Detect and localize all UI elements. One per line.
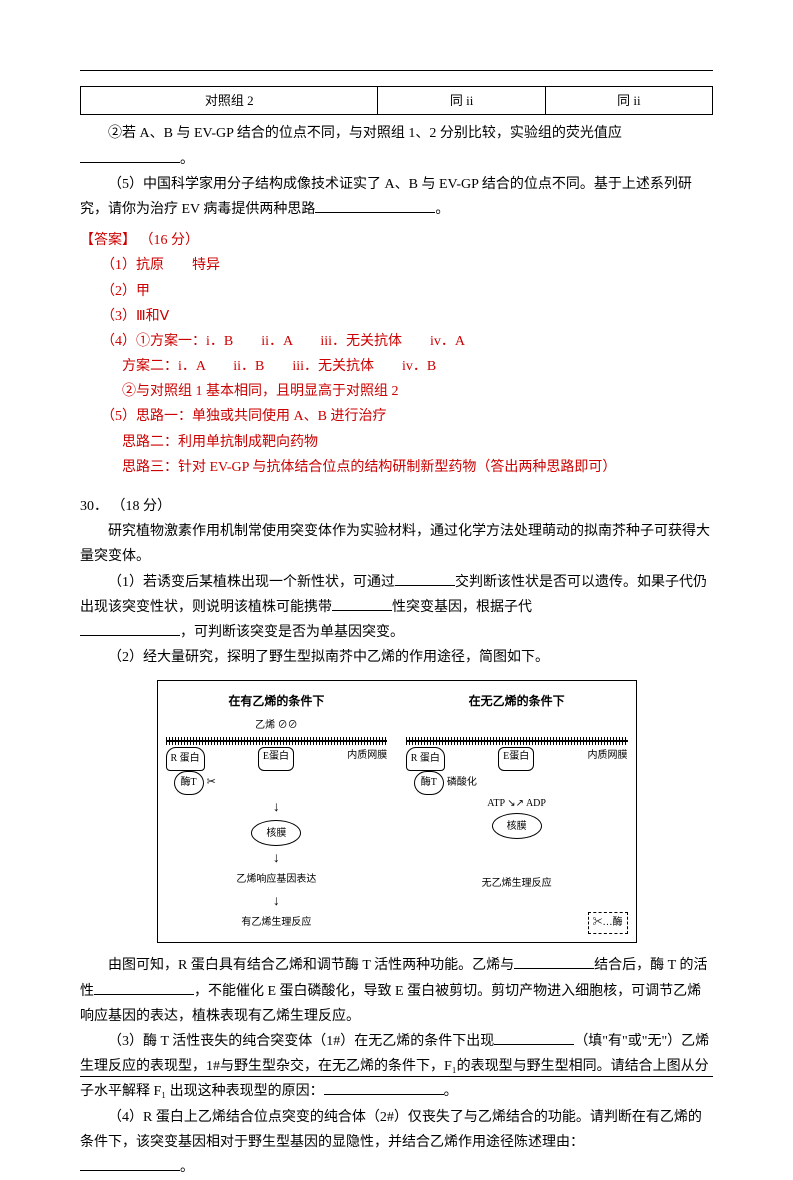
enzyme-t-left: 酶T (174, 771, 204, 795)
arrow-down-icon: ↓ (166, 795, 388, 820)
blank (324, 1081, 444, 1095)
membrane-label-r: 内质网膜 (588, 747, 628, 771)
left-title: 在有乙烯的条件下 (166, 691, 388, 713)
page-bottom-rule (80, 1076, 713, 1077)
arrow-down-icon: ↓ (166, 889, 388, 914)
answer-l4c: ②与对照组 1 基本相同，且明显高于对照组 2 (80, 379, 713, 404)
phos-label: 磷酸化 (447, 777, 477, 788)
blank (514, 955, 594, 969)
blank (494, 1031, 574, 1045)
q30-p1: （1）若诱变后某植株出现一个新性状，可通过交判断该性状是否可以遗传。如果子代仍出… (80, 570, 713, 620)
control-cell-3: 同 ii (545, 87, 712, 115)
q30-p1d: ，可判断该突变是否为单基因突变。 (180, 625, 404, 640)
left-response: 有乙烯生理反应 (166, 914, 388, 932)
scissors-icon: ✂ (207, 776, 216, 788)
atp-adp: ATP ↘↗ ADP (406, 795, 628, 813)
membrane-right (406, 737, 628, 745)
answer-l4: （4）①方案一：i．B ii．A iii．无关抗体 iv．A (80, 329, 713, 354)
r-protein-right: R 蛋白 (406, 747, 445, 771)
blank (80, 1157, 180, 1171)
ethylene-label: 乙烯 ⊘⊘ (166, 717, 388, 735)
diagram-legend: ✂…酶 (588, 912, 628, 934)
q29-item2-text: ②若 A、B 与 EV-GP 结合的位点不同，与对照组 1、2 分别比较，实验组… (108, 126, 622, 141)
q30-block: 30． （18 分） 研究植物激素作用机制常使用突变体作为实验材料，通过化学方法… (80, 494, 713, 670)
blank (80, 622, 180, 636)
answer-l1: （1）抗原 特异 (80, 253, 713, 278)
q30-num: 30． (80, 499, 108, 514)
post-p4: （4）R 蛋白上乙烯结合位点突变的纯合体（2#）仅丧失了与乙烯结合的功能。请判断… (80, 1105, 713, 1155)
nucleus-left: 核膜 (251, 820, 301, 846)
enzyme-t-right: 酶T (414, 771, 444, 795)
answer-title-line: 【答案】 （16 分） (80, 228, 713, 253)
nucleus-right: 核膜 (492, 813, 542, 839)
q30-p1-cont: ，可判断该突变是否为单基因突变。 (80, 620, 713, 645)
control-table: 对照组 2 同 ii 同 ii (80, 86, 713, 115)
answer-l3: （3）Ⅲ和Ⅴ (80, 304, 713, 329)
post-p2a: 由图可知，R 蛋白具有结合乙烯和调节酶 T 活性两种功能。乙烯与 (108, 958, 514, 973)
arrow-down-icon: ↓ (166, 846, 388, 871)
post-p3: （3）酶 T 活性丧失的纯合突变体（1#）在无乙烯的条件下出现（填"有"或"无"… (80, 1029, 713, 1105)
q29-item2-blank-line: 。 (80, 147, 713, 172)
control-cell-1: 对照组 2 (81, 87, 378, 115)
post-p3a: （3）酶 T 活性丧失的纯合突变体（1#）在无乙烯的条件下出现 (108, 1034, 494, 1049)
control-cell-2: 同 ii (378, 87, 545, 115)
atp-text: ATP (487, 798, 504, 809)
membrane-label-l: 内质网膜 (347, 747, 387, 771)
diagram-right-panel: 在无乙烯的条件下 R 蛋白 E蛋白 内质网膜 酶T 磷酸化 ATP ↘↗ ADP… (406, 691, 628, 932)
right-response: 无乙烯生理反应 (406, 875, 628, 893)
answer-points: （16 分） (140, 233, 200, 248)
blank (315, 199, 435, 213)
left-expression: 乙烯响应基因表达 (166, 871, 388, 889)
ethylene-text: 乙烯 (255, 720, 275, 731)
right-title: 在无乙烯的条件下 (406, 691, 628, 713)
r-protein-left: R 蛋白 (166, 747, 205, 771)
spacer (406, 717, 628, 735)
answer-block: 【答案】 （16 分） （1）抗原 特异 （2）甲 （3）Ⅲ和Ⅴ （4）①方案一… (80, 228, 713, 480)
answer-l4b: 方案二：i．A ii．B iii．无关抗体 iv．B (80, 354, 713, 379)
diagram-left-panel: 在有乙烯的条件下 乙烯 ⊘⊘ R 蛋白 E蛋白 内质网膜 酶T ✂ ↓ 核膜 ↓… (166, 691, 388, 932)
e-protein-left: E蛋白 (258, 747, 294, 771)
ethylene-diagram: 在有乙烯的条件下 乙烯 ⊘⊘ R 蛋白 E蛋白 内质网膜 酶T ✂ ↓ 核膜 ↓… (157, 680, 637, 943)
membrane-left (166, 737, 388, 745)
answer-l5b: 思路二：利用单抗制成靶向药物 (80, 430, 713, 455)
blank (395, 572, 455, 586)
q30-p2: （2）经大量研究，探明了野生型拟南芥中乙烯的作用途径，简图如下。 (80, 645, 713, 670)
spacer2 (406, 839, 628, 857)
blank (94, 981, 194, 995)
q30-intro: 研究植物激素作用机制常使用突变体作为实验材料，通过化学方法处理萌动的拟南芥种子可… (80, 519, 713, 569)
answer-l5a: （5）思路一：单独或共同使用 A、B 进行治疗 (80, 404, 713, 429)
q30-p1a: （1）若诱变后某植株出现一个新性状，可通过 (108, 575, 395, 590)
blank (332, 597, 392, 611)
adp-text: ADP (526, 798, 546, 809)
post-p4-blank: 。 (80, 1155, 713, 1180)
q29-item5: （5）中国科学家用分子结构成像技术证实了 A、B 与 EV-GP 结合的位点不同… (80, 172, 713, 222)
page-top-rule (80, 70, 713, 71)
blank (80, 149, 180, 163)
answer-title: 【答案】 (80, 233, 136, 248)
q30-pts: （18 分） (112, 499, 172, 514)
q30-p1c: 性突变基因，根据子代 (392, 600, 532, 615)
q30-head: 30． （18 分） (80, 494, 713, 519)
post-p2: 由图可知，R 蛋白具有结合乙烯和调节酶 T 活性两种功能。乙烯与结合后，酶 T … (80, 953, 713, 1029)
answer-l2: （2）甲 (80, 279, 713, 304)
e-protein-right: E蛋白 (498, 747, 534, 771)
q29-item2: ②若 A、B 与 EV-GP 结合的位点不同，与对照组 1、2 分别比较，实验组… (80, 121, 713, 146)
answer-l5c: 思路三：针对 EV-GP 与抗体结合位点的结构研制新型药物（答出两种思路即可） (80, 455, 713, 480)
